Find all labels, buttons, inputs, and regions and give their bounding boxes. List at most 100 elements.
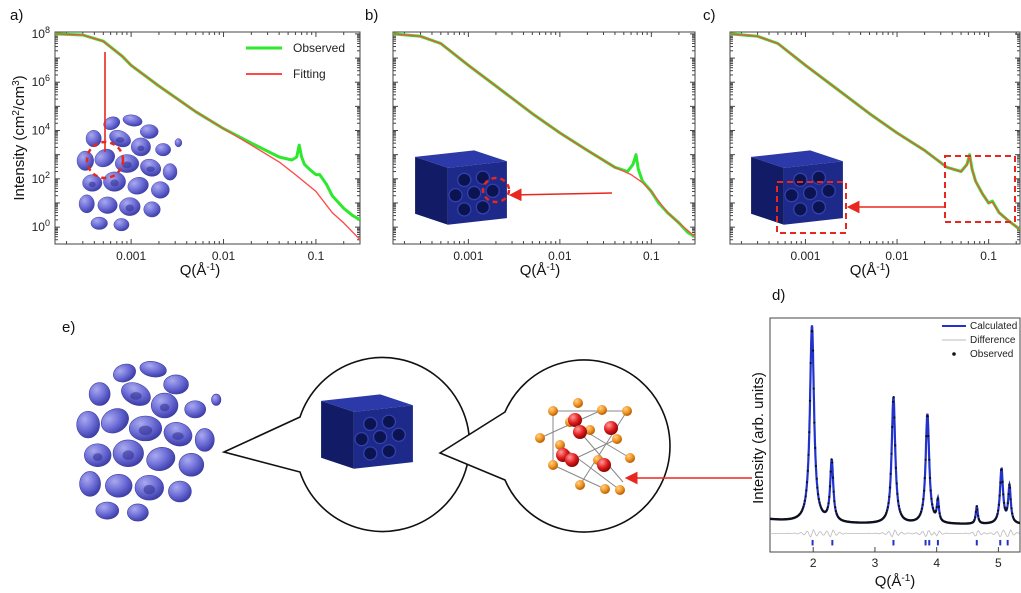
observed-point bbox=[833, 500, 836, 503]
x-tick-label: 0.01 bbox=[548, 249, 572, 263]
observed-point bbox=[818, 501, 821, 504]
observed-point bbox=[1010, 507, 1013, 510]
observed-point bbox=[899, 510, 902, 513]
series-line-observed bbox=[55, 32, 360, 222]
observed-point bbox=[926, 415, 929, 418]
series-line-difference bbox=[770, 529, 1020, 538]
observed-point bbox=[922, 498, 925, 501]
legend-label-fitting: Fitting bbox=[293, 67, 326, 81]
observed-point bbox=[888, 486, 892, 489]
legend-a: Observed Fitting bbox=[246, 41, 345, 81]
x-tick-label: 0.001 bbox=[453, 249, 483, 263]
y-tick-label: 102 bbox=[32, 170, 50, 186]
x-tick-label: 5 bbox=[995, 556, 1002, 570]
observed-point bbox=[808, 431, 811, 434]
panel-label-d: d) bbox=[772, 287, 785, 304]
observed-point bbox=[888, 495, 891, 498]
observed-point bbox=[884, 513, 887, 516]
highlight-circle-a bbox=[85, 140, 125, 180]
observed-point bbox=[930, 497, 933, 500]
observed-point bbox=[920, 510, 923, 513]
observed-point bbox=[897, 499, 900, 503]
x-tick-label: 3 bbox=[872, 556, 879, 570]
observed-point bbox=[801, 507, 804, 511]
observed-point bbox=[928, 458, 931, 461]
series-lines-c bbox=[730, 32, 1020, 231]
observed-point bbox=[1018, 521, 1020, 524]
y-axis-label-a: Intensity (cm2/cm3) bbox=[11, 75, 29, 200]
observed-point bbox=[924, 458, 927, 461]
panel-label-a: a) bbox=[10, 7, 23, 24]
y-tick-label: 108 bbox=[32, 25, 50, 41]
orange-atom-icon bbox=[535, 433, 545, 443]
disordered-pore-cluster-icon bbox=[76, 112, 183, 232]
observed-point bbox=[827, 502, 830, 505]
series-line-fitting-overlay bbox=[55, 33, 360, 241]
observed-point bbox=[1005, 507, 1009, 510]
observed-point bbox=[1007, 493, 1010, 496]
observed-point bbox=[809, 361, 812, 365]
zoom-bubble-crystal bbox=[438, 359, 671, 533]
observed-point bbox=[800, 509, 804, 512]
axes-b: 0.001 0.01 0.1 bbox=[393, 32, 695, 263]
observed-point bbox=[938, 512, 941, 515]
crystal-lattice-icon bbox=[535, 398, 635, 495]
observed-point bbox=[889, 472, 892, 475]
orange-atom-icon bbox=[622, 406, 632, 416]
orange-atom-icon bbox=[573, 398, 583, 408]
observed-point bbox=[894, 466, 898, 469]
observed-point bbox=[815, 477, 818, 480]
y-tick-label: 106 bbox=[32, 73, 50, 89]
observed-point bbox=[1000, 468, 1004, 471]
observed-point bbox=[1003, 506, 1006, 509]
observed-point bbox=[805, 489, 808, 492]
observed-point bbox=[812, 387, 815, 390]
observed-point bbox=[806, 469, 809, 472]
observed-point bbox=[929, 489, 932, 492]
observed-point bbox=[835, 512, 838, 515]
orange-atom-icon bbox=[548, 406, 558, 416]
observed-point bbox=[805, 481, 809, 484]
orange-atom-icon bbox=[585, 425, 595, 435]
legend-swatch-observed-points bbox=[952, 352, 956, 356]
y-tick-label: 100 bbox=[32, 218, 50, 234]
annotation-arrow-b bbox=[508, 188, 613, 202]
observed-point bbox=[1003, 501, 1006, 504]
observed-point bbox=[975, 505, 978, 508]
x-tick-label: 0.1 bbox=[308, 249, 325, 263]
panel-c: c) 0.001 0.01 0.1 Q(Å-1) bbox=[703, 7, 1021, 280]
red-atom-icon bbox=[604, 421, 618, 435]
observed-point bbox=[811, 349, 815, 352]
red-atom-icon bbox=[565, 453, 579, 467]
axes-c: 0.001 0.01 0.1 bbox=[730, 32, 1020, 263]
legend-label-difference: Difference bbox=[970, 335, 1016, 346]
orange-atom-icon bbox=[555, 440, 565, 450]
observed-point bbox=[925, 435, 928, 438]
observed-point bbox=[895, 482, 898, 485]
panel-e: e) bbox=[62, 319, 752, 533]
observed-point bbox=[830, 458, 833, 461]
observed-point bbox=[819, 504, 822, 507]
observed-point bbox=[931, 503, 934, 506]
x-axis-label-c: Q(Å-1) bbox=[850, 262, 891, 280]
observed-point bbox=[891, 425, 894, 429]
x-tick-label: 4 bbox=[933, 556, 940, 570]
observed-point bbox=[977, 514, 980, 517]
observed-point bbox=[811, 330, 814, 333]
observed-point bbox=[817, 498, 821, 501]
x-tick-label: 2 bbox=[810, 556, 817, 570]
orange-atom-icon bbox=[575, 480, 585, 490]
x-axis-label-d: Q(Å-1) bbox=[875, 573, 916, 591]
observed-point bbox=[803, 503, 806, 506]
observed-point bbox=[828, 495, 831, 498]
observed-point bbox=[1009, 498, 1012, 501]
plot-frame-d bbox=[769, 317, 1021, 553]
series-lines-b bbox=[393, 32, 695, 238]
observed-point bbox=[999, 481, 1002, 484]
y-tick-label: 104 bbox=[32, 122, 50, 138]
x-tick-label: 0.01 bbox=[212, 249, 236, 263]
observed-point bbox=[935, 506, 938, 509]
observed-point bbox=[825, 508, 829, 511]
panel-label-e: e) bbox=[62, 319, 75, 336]
x-tick-label: 0.1 bbox=[980, 249, 997, 263]
